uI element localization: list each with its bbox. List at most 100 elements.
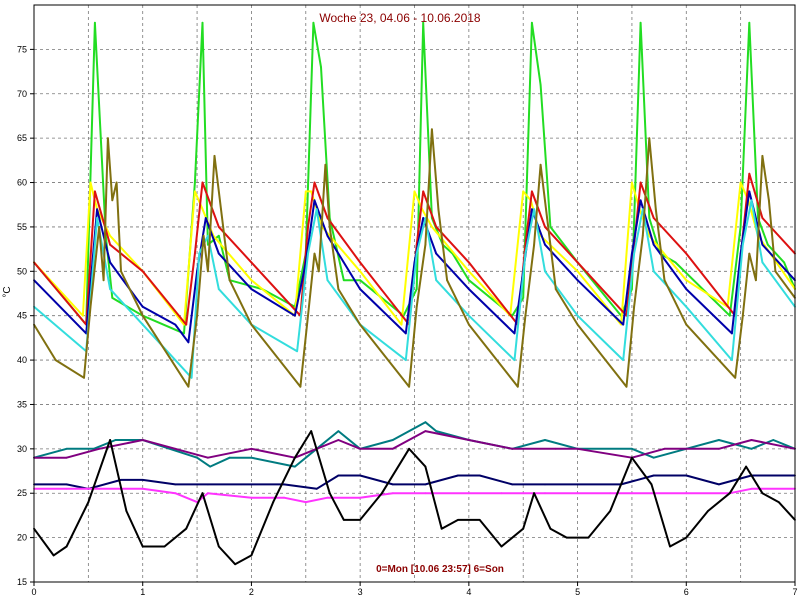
series-6-point — [516, 385, 519, 388]
series-6-point — [424, 243, 427, 246]
series-1-point — [766, 243, 769, 246]
series-11-point — [728, 492, 731, 495]
series-line-4 — [33, 190, 796, 344]
x-tick-label: 0 — [31, 587, 36, 597]
series-9-point — [174, 483, 177, 486]
series-7-point — [391, 439, 394, 441]
series-5-point — [404, 359, 407, 361]
series-8-point — [511, 447, 514, 450]
series-7-point — [424, 421, 427, 424]
series-3-point — [685, 252, 688, 255]
series-11-point — [631, 456, 633, 459]
series-4-point — [174, 323, 177, 326]
series-6-point — [625, 385, 628, 388]
series-8-point — [424, 430, 427, 432]
series-4-point — [435, 252, 438, 255]
series-2-point — [194, 190, 196, 193]
y-tick-label: 25 — [17, 488, 27, 498]
series-4-point — [531, 208, 533, 211]
series-5-point — [652, 270, 655, 273]
series-11-point — [328, 492, 331, 495]
series-3-point — [217, 226, 220, 228]
series-4-point — [313, 199, 316, 202]
series-1-point — [674, 261, 677, 264]
series-1-point — [539, 84, 542, 86]
series-4-point — [652, 243, 655, 246]
y-tick-label: 35 — [17, 399, 27, 409]
series-2-point — [304, 190, 307, 193]
series-6-point — [54, 359, 57, 361]
series-5-point — [141, 323, 144, 326]
y-tick-label: 20 — [17, 533, 27, 543]
series-5-point — [576, 314, 579, 317]
series-8-point — [718, 447, 720, 450]
series-6-point — [196, 314, 199, 317]
series-1-point — [194, 181, 196, 184]
series-11-point — [87, 501, 90, 503]
series-9-point — [576, 483, 579, 486]
series-9-point — [315, 487, 318, 490]
series-2-point — [359, 270, 361, 273]
series-1-point — [739, 226, 742, 228]
series-2-point — [413, 190, 416, 193]
x-tick-label: 1 — [140, 587, 145, 597]
series-4-point — [544, 243, 546, 246]
series-2-point — [468, 270, 470, 273]
series-6-point — [415, 305, 418, 308]
series-3-point — [359, 261, 361, 264]
y-tick-label: 50 — [17, 266, 27, 276]
series-6-point — [83, 376, 85, 379]
series-5-point — [468, 314, 470, 317]
series-5-point — [217, 288, 220, 290]
series-7-point — [337, 430, 340, 432]
series-5-point — [741, 243, 744, 246]
series-5-point — [544, 270, 546, 273]
series-6-point — [313, 252, 316, 255]
series-4-point — [217, 252, 220, 255]
series-line-10 — [34, 487, 795, 504]
series-6-point — [98, 226, 101, 228]
series-10-point — [391, 492, 394, 495]
series-5-point — [513, 359, 516, 361]
series-3-point — [524, 243, 527, 246]
series-5-point — [524, 252, 527, 255]
series-3-point — [201, 181, 204, 184]
series-10-point — [304, 501, 307, 503]
series-11-point — [745, 465, 747, 468]
series-6-point — [685, 323, 688, 326]
series-6-point — [107, 137, 109, 140]
series-6-point — [533, 243, 535, 246]
series-10-point — [500, 492, 503, 495]
series-8-point — [468, 439, 470, 441]
series-1-point — [468, 279, 470, 282]
y-axis-label: °C — [2, 286, 13, 297]
series-2-point — [201, 208, 204, 211]
series-5-point — [296, 350, 298, 353]
series-3-point — [748, 172, 751, 175]
series-6-point — [115, 181, 118, 184]
series-2-point — [631, 181, 633, 184]
series-11-point — [272, 501, 275, 503]
series-9-point — [457, 474, 459, 477]
series-3-point — [652, 217, 655, 219]
series-9-point — [391, 483, 394, 486]
series-9-point — [283, 483, 285, 486]
series-6-point — [576, 323, 579, 326]
series-6-point — [299, 385, 302, 388]
series-6-point — [207, 270, 209, 273]
series-11-point — [440, 527, 443, 530]
series-9-point — [544, 483, 546, 486]
series-1-point — [320, 66, 322, 68]
series-11-point — [185, 527, 188, 530]
series-6-point — [359, 323, 361, 326]
series-1-point — [648, 217, 651, 219]
series-2-point — [183, 323, 185, 326]
series-7-point — [631, 447, 633, 450]
series-6-point — [202, 234, 205, 237]
series-1-point — [111, 297, 114, 299]
series-8-point — [663, 447, 666, 450]
series-11-point — [359, 519, 361, 521]
series-4-point — [326, 234, 329, 237]
